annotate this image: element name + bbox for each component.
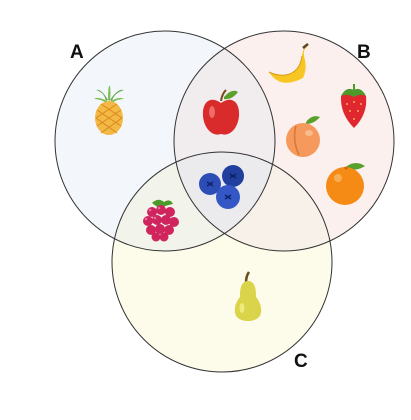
pineapple-icon [94,85,124,135]
apple-icon [202,89,240,135]
banana-icon [268,43,309,83]
raspberry-icon [143,199,179,242]
blueberries-icon [199,165,244,209]
set-a-label: A [70,42,84,63]
orange-icon [326,163,365,205]
overlap-ac-region [112,152,275,251]
strawberry-icon [340,84,367,128]
set-c-label: C [294,351,308,372]
set-b-outline [173,30,395,252]
pear-icon [234,271,262,321]
overlap-bc-region [174,152,332,251]
peach-icon [286,116,320,157]
set-c-outline [111,151,333,373]
set-a-outline [54,30,276,252]
set-b-label: B [357,42,371,63]
